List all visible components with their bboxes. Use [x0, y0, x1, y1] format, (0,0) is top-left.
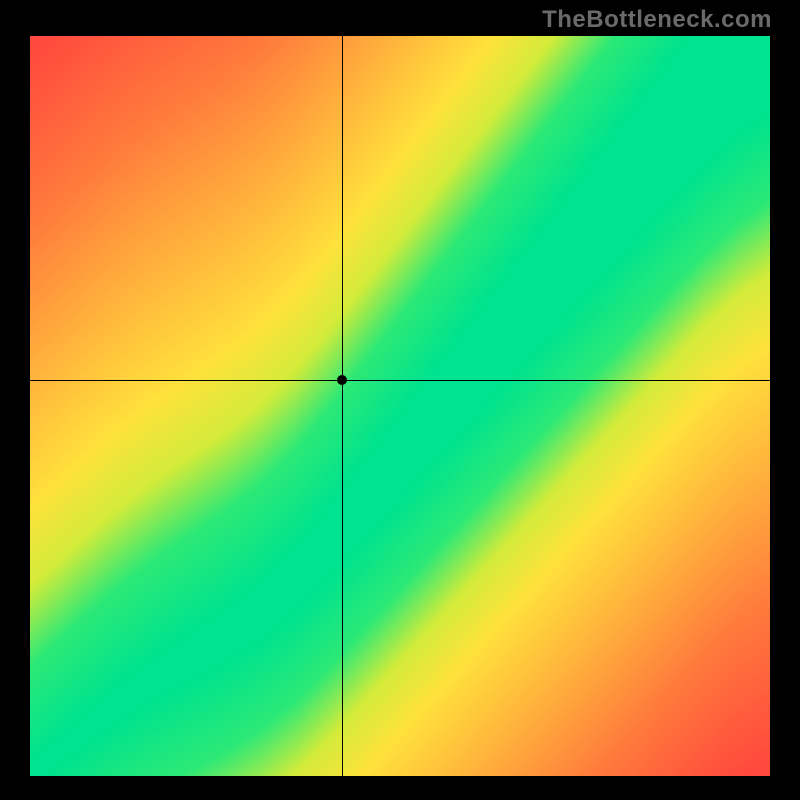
- crosshair-marker[interactable]: [337, 375, 347, 385]
- chart-container: TheBottleneck.com: [0, 0, 800, 800]
- heatmap-canvas: [30, 36, 770, 776]
- crosshair-horizontal: [30, 380, 770, 381]
- watermark-text: TheBottleneck.com: [542, 6, 772, 34]
- plot-area: [30, 36, 770, 776]
- crosshair-vertical: [342, 36, 343, 776]
